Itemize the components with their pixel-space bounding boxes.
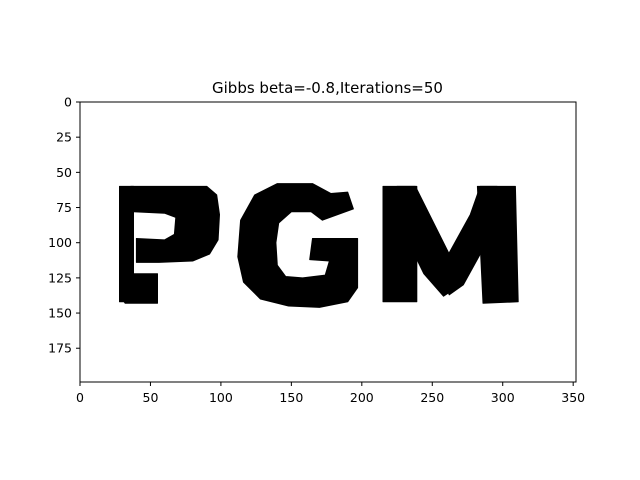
y-tick-label: 150 [48,306,72,321]
image-region-g-body [237,183,359,308]
chart-title: Gibbs beta=-0.8,Iterations=50 [212,79,443,97]
image-region-p-bowl [130,185,220,263]
x-tick-label: 350 [561,390,585,405]
x-tick-label: 300 [491,390,515,405]
axes-frame [79,101,577,383]
y-tick-label: 75 [56,200,72,215]
y-tick-label: 50 [56,165,72,180]
x-tick-label: 50 [143,390,159,405]
y-tick-label: 0 [64,95,72,110]
y-tick-label: 25 [56,130,72,145]
x-tick-label: 100 [209,390,233,405]
y-tick-label: 125 [48,270,72,285]
y-axis: 0 25 50 75 100 125 150 175 [48,95,80,356]
x-tick-label: 0 [76,390,84,405]
image-marks [119,183,519,308]
plot-area [79,101,577,383]
x-tick-label: 200 [350,390,374,405]
image-region-m-right-leg [476,185,519,304]
y-tick-label: 100 [48,235,72,250]
x-tick-label: 250 [420,390,444,405]
image-region-p-base [119,273,158,304]
x-tick-label: 150 [279,390,303,405]
y-tick-label: 175 [48,341,72,356]
x-axis: 0 50 100 150 200 250 300 350 [76,382,585,405]
